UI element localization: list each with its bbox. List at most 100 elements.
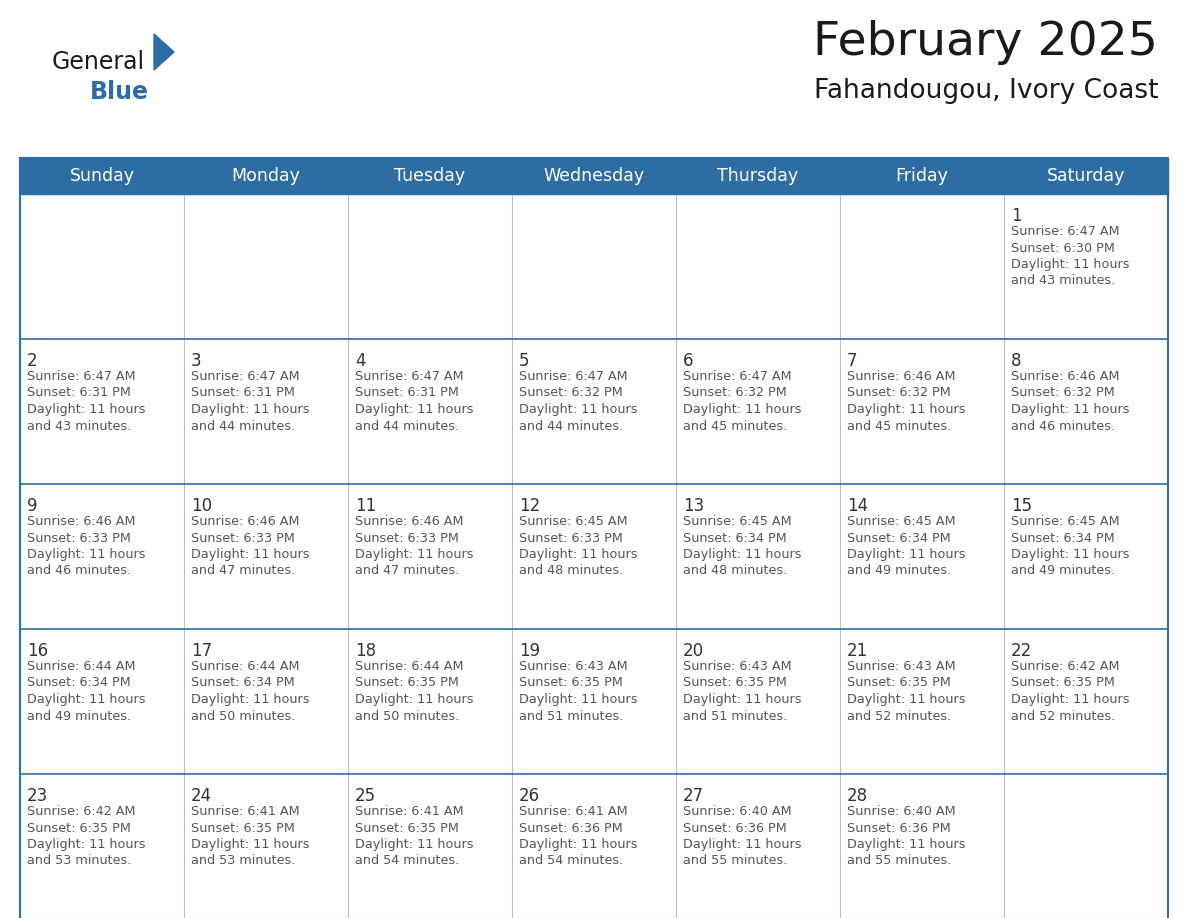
Text: Daylight: 11 hours: Daylight: 11 hours xyxy=(519,548,638,561)
Text: Sunset: 6:34 PM: Sunset: 6:34 PM xyxy=(191,677,295,689)
Text: Daylight: 11 hours: Daylight: 11 hours xyxy=(355,693,474,706)
Text: and 48 minutes.: and 48 minutes. xyxy=(683,565,788,577)
Text: Sunrise: 6:47 AM: Sunrise: 6:47 AM xyxy=(683,370,791,383)
Text: Daylight: 11 hours: Daylight: 11 hours xyxy=(355,548,474,561)
Text: Sunrise: 6:46 AM: Sunrise: 6:46 AM xyxy=(191,515,299,528)
Text: 6: 6 xyxy=(683,352,694,370)
Text: 28: 28 xyxy=(847,787,868,805)
Text: and 44 minutes.: and 44 minutes. xyxy=(519,420,624,432)
Text: Daylight: 11 hours: Daylight: 11 hours xyxy=(847,403,966,416)
Text: Daylight: 11 hours: Daylight: 11 hours xyxy=(683,693,802,706)
Text: Sunrise: 6:42 AM: Sunrise: 6:42 AM xyxy=(1011,660,1119,673)
Text: Daylight: 11 hours: Daylight: 11 hours xyxy=(27,693,145,706)
Text: and 48 minutes.: and 48 minutes. xyxy=(519,565,624,577)
Text: Sunrise: 6:46 AM: Sunrise: 6:46 AM xyxy=(1011,370,1119,383)
Text: Sunset: 6:36 PM: Sunset: 6:36 PM xyxy=(847,822,950,834)
Text: Sunset: 6:32 PM: Sunset: 6:32 PM xyxy=(519,386,623,399)
Text: 2: 2 xyxy=(27,352,38,370)
Text: Sunday: Sunday xyxy=(70,167,134,185)
Text: Daylight: 11 hours: Daylight: 11 hours xyxy=(683,548,802,561)
Text: 1: 1 xyxy=(1011,207,1022,225)
Text: and 53 minutes.: and 53 minutes. xyxy=(191,855,296,868)
Text: and 43 minutes.: and 43 minutes. xyxy=(27,420,131,432)
Text: Daylight: 11 hours: Daylight: 11 hours xyxy=(27,548,145,561)
Text: and 55 minutes.: and 55 minutes. xyxy=(847,855,952,868)
Text: Sunrise: 6:44 AM: Sunrise: 6:44 AM xyxy=(191,660,299,673)
Text: and 55 minutes.: and 55 minutes. xyxy=(683,855,788,868)
Text: 19: 19 xyxy=(519,642,541,660)
Text: Saturday: Saturday xyxy=(1047,167,1125,185)
Text: Sunrise: 6:43 AM: Sunrise: 6:43 AM xyxy=(683,660,791,673)
Text: Sunset: 6:35 PM: Sunset: 6:35 PM xyxy=(355,822,459,834)
Text: Daylight: 11 hours: Daylight: 11 hours xyxy=(191,403,310,416)
Text: 27: 27 xyxy=(683,787,704,805)
Text: Sunrise: 6:45 AM: Sunrise: 6:45 AM xyxy=(1011,515,1119,528)
Text: Fahandougou, Ivory Coast: Fahandougou, Ivory Coast xyxy=(814,78,1158,104)
Text: Daylight: 11 hours: Daylight: 11 hours xyxy=(355,838,474,851)
Text: Sunrise: 6:42 AM: Sunrise: 6:42 AM xyxy=(27,805,135,818)
Text: and 46 minutes.: and 46 minutes. xyxy=(27,565,131,577)
Text: and 54 minutes.: and 54 minutes. xyxy=(519,855,624,868)
Text: 13: 13 xyxy=(683,497,704,515)
Text: 23: 23 xyxy=(27,787,49,805)
Text: 8: 8 xyxy=(1011,352,1022,370)
Text: 18: 18 xyxy=(355,642,377,660)
Text: Sunset: 6:35 PM: Sunset: 6:35 PM xyxy=(355,677,459,689)
Text: and 43 minutes.: and 43 minutes. xyxy=(1011,274,1116,287)
Text: Sunset: 6:36 PM: Sunset: 6:36 PM xyxy=(683,822,786,834)
Text: Sunrise: 6:46 AM: Sunrise: 6:46 AM xyxy=(27,515,135,528)
Text: Sunrise: 6:44 AM: Sunrise: 6:44 AM xyxy=(355,660,463,673)
Text: Sunrise: 6:41 AM: Sunrise: 6:41 AM xyxy=(355,805,463,818)
Text: and 45 minutes.: and 45 minutes. xyxy=(847,420,952,432)
Text: Sunrise: 6:41 AM: Sunrise: 6:41 AM xyxy=(191,805,299,818)
Text: Sunset: 6:35 PM: Sunset: 6:35 PM xyxy=(27,822,131,834)
Text: Sunrise: 6:47 AM: Sunrise: 6:47 AM xyxy=(27,370,135,383)
Text: and 51 minutes.: and 51 minutes. xyxy=(683,710,788,722)
Text: Daylight: 11 hours: Daylight: 11 hours xyxy=(355,403,474,416)
Text: Daylight: 11 hours: Daylight: 11 hours xyxy=(683,838,802,851)
Text: and 51 minutes.: and 51 minutes. xyxy=(519,710,624,722)
Text: Daylight: 11 hours: Daylight: 11 hours xyxy=(1011,258,1130,271)
Polygon shape xyxy=(154,34,173,70)
Text: Sunrise: 6:43 AM: Sunrise: 6:43 AM xyxy=(519,660,627,673)
Text: Sunrise: 6:40 AM: Sunrise: 6:40 AM xyxy=(847,805,955,818)
Text: Sunset: 6:33 PM: Sunset: 6:33 PM xyxy=(27,532,131,544)
Text: Sunrise: 6:43 AM: Sunrise: 6:43 AM xyxy=(847,660,955,673)
Text: Blue: Blue xyxy=(90,80,148,104)
Text: 26: 26 xyxy=(519,787,541,805)
Text: Sunrise: 6:45 AM: Sunrise: 6:45 AM xyxy=(519,515,627,528)
Text: Daylight: 11 hours: Daylight: 11 hours xyxy=(1011,693,1130,706)
Text: Sunset: 6:36 PM: Sunset: 6:36 PM xyxy=(519,822,623,834)
Text: 4: 4 xyxy=(355,352,366,370)
Text: 3: 3 xyxy=(191,352,202,370)
Text: Daylight: 11 hours: Daylight: 11 hours xyxy=(191,693,310,706)
Text: Daylight: 11 hours: Daylight: 11 hours xyxy=(847,548,966,561)
Text: Monday: Monday xyxy=(232,167,301,185)
Text: Tuesday: Tuesday xyxy=(394,167,466,185)
Text: Sunset: 6:33 PM: Sunset: 6:33 PM xyxy=(519,532,623,544)
Text: Sunrise: 6:45 AM: Sunrise: 6:45 AM xyxy=(683,515,791,528)
Text: 12: 12 xyxy=(519,497,541,515)
Text: Sunrise: 6:47 AM: Sunrise: 6:47 AM xyxy=(355,370,463,383)
Text: and 53 minutes.: and 53 minutes. xyxy=(27,855,132,868)
Text: Sunset: 6:35 PM: Sunset: 6:35 PM xyxy=(1011,677,1114,689)
Text: and 52 minutes.: and 52 minutes. xyxy=(1011,710,1116,722)
Text: Sunrise: 6:46 AM: Sunrise: 6:46 AM xyxy=(847,370,955,383)
Text: 9: 9 xyxy=(27,497,38,515)
Text: Daylight: 11 hours: Daylight: 11 hours xyxy=(191,548,310,561)
Text: Sunrise: 6:47 AM: Sunrise: 6:47 AM xyxy=(519,370,627,383)
Text: Daylight: 11 hours: Daylight: 11 hours xyxy=(683,403,802,416)
Text: and 49 minutes.: and 49 minutes. xyxy=(27,710,131,722)
Text: Sunset: 6:35 PM: Sunset: 6:35 PM xyxy=(847,677,950,689)
Text: Daylight: 11 hours: Daylight: 11 hours xyxy=(519,403,638,416)
Text: 16: 16 xyxy=(27,642,49,660)
Text: 14: 14 xyxy=(847,497,868,515)
Text: 10: 10 xyxy=(191,497,213,515)
Text: Daylight: 11 hours: Daylight: 11 hours xyxy=(27,838,145,851)
Text: 15: 15 xyxy=(1011,497,1032,515)
Text: and 46 minutes.: and 46 minutes. xyxy=(1011,420,1116,432)
Text: 24: 24 xyxy=(191,787,213,805)
Text: Daylight: 11 hours: Daylight: 11 hours xyxy=(519,693,638,706)
Text: Sunrise: 6:46 AM: Sunrise: 6:46 AM xyxy=(355,515,463,528)
Text: Thursday: Thursday xyxy=(718,167,798,185)
